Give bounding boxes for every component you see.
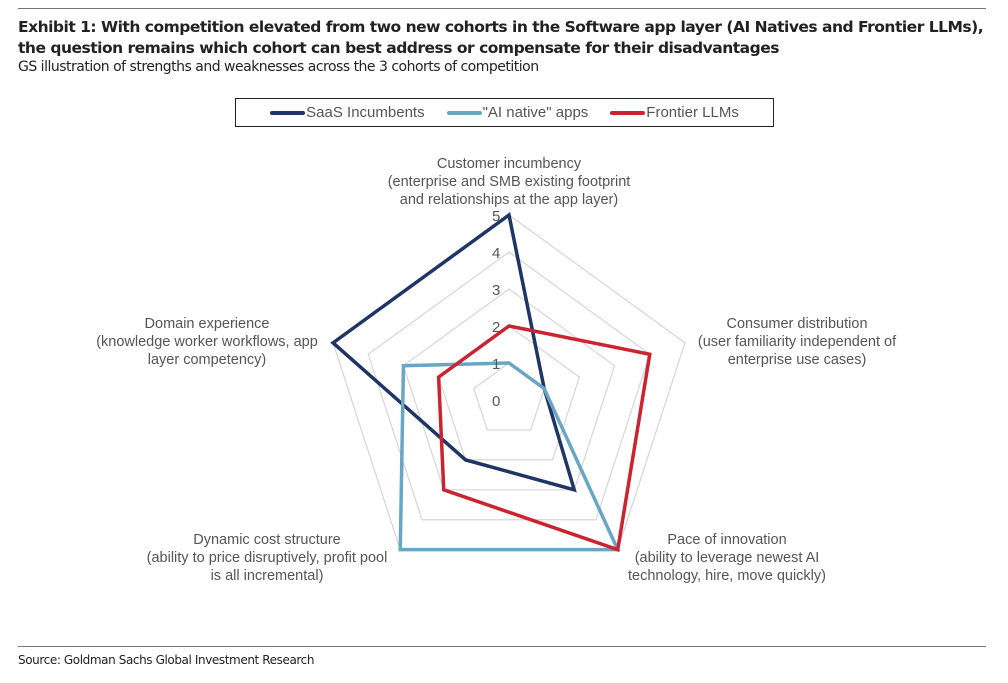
grid-ring	[332, 214, 686, 551]
axis-label-2: Pace of innovation	[667, 532, 786, 548]
grid-ring	[402, 288, 616, 491]
tick-label: 3	[492, 282, 500, 299]
legend-label-frontier: Frontier LLMs	[646, 104, 739, 121]
radar-axis-labels: Customer incumbency (enterprise and SMB e…	[96, 156, 897, 584]
top-rule	[18, 8, 986, 9]
bottom-rule	[18, 646, 986, 647]
legend-item-saas: SaaS Incumbents	[270, 104, 425, 121]
axis-label-3: is all incremental)	[211, 568, 324, 584]
axis-label-0: and relationships at the app layer)	[400, 192, 618, 208]
series-line-2	[436, 324, 652, 552]
legend-swatch-ai-native	[446, 110, 482, 115]
axis-label-4: Domain experience	[145, 316, 270, 332]
exhibit-title: Exhibit 1: With competition elevated fro…	[18, 18, 984, 57]
series-line-1	[398, 361, 621, 552]
exhibit-subtitle: GS illustration of strengths and weaknes…	[18, 59, 539, 75]
radar-grid	[332, 214, 686, 551]
axis-label-1: (user familiarity independent of	[698, 334, 897, 350]
source-note: Source: Goldman Sachs Global Investment …	[18, 653, 315, 667]
axis-label-2: technology, hire, move quickly)	[628, 568, 826, 584]
axis-label-1: Consumer distribution	[726, 316, 867, 332]
legend-label-ai-native: "AI native" apps	[482, 104, 589, 121]
legend-item-ai-native: "AI native" apps	[446, 104, 589, 121]
axis-label-4: layer competency)	[148, 352, 266, 368]
axis-label-0: Customer incumbency	[437, 156, 582, 172]
legend-swatch-frontier	[610, 110, 646, 115]
legend-label-saas: SaaS Incumbents	[306, 104, 425, 121]
axis-label-0: (enterprise and SMB existing footprint	[388, 174, 631, 190]
axis-label-1: enterprise use cases)	[728, 352, 867, 368]
tick-label: 5	[492, 208, 500, 225]
legend-swatch-saas	[270, 110, 306, 115]
tick-label: 1	[492, 356, 500, 373]
axis-label-2: (ability to leverage newest AI	[635, 550, 820, 566]
tick-label: 2	[492, 319, 500, 336]
chart-legend: SaaS Incumbents "AI native" apps Frontie…	[235, 98, 774, 127]
legend-item-frontier: Frontier LLMs	[610, 104, 739, 121]
grid-ring	[367, 251, 651, 521]
grid-ring	[473, 362, 545, 431]
radar-ticks: 0 1 2 3 4 5	[492, 208, 500, 410]
tick-label: 0	[492, 393, 500, 410]
axis-label-3: Dynamic cost structure	[193, 532, 340, 548]
axis-label-4: (knowledge worker workflows, app	[96, 334, 318, 350]
tick-label: 4	[492, 245, 500, 262]
axis-label-3: (ability to price disruptively, profit p…	[147, 550, 388, 566]
series-line-0	[330, 211, 577, 493]
radar-series	[330, 211, 652, 552]
